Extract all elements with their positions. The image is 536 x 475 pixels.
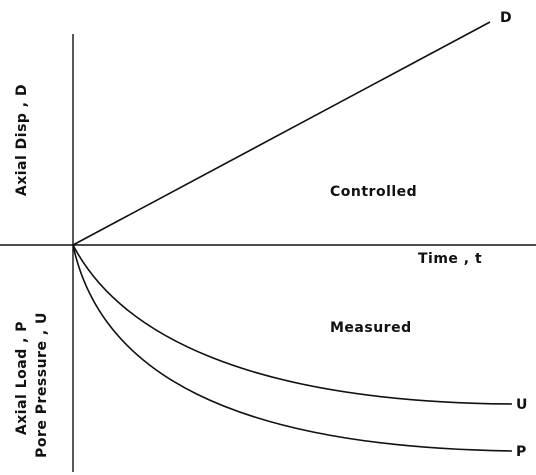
x-axis-label: Time , t xyxy=(418,251,482,267)
curve-label: P xyxy=(516,444,527,460)
y-axis-label: Pore Pressure , U xyxy=(34,312,50,458)
y-axis-label: Axial Load , P xyxy=(14,321,30,435)
region-label: Controlled xyxy=(330,184,417,200)
y-axis-label: Axial Disp , D xyxy=(14,84,30,196)
region-label: Measured xyxy=(330,320,412,336)
curve-label: D xyxy=(500,10,512,26)
load-curve xyxy=(72,244,513,452)
displacement-line xyxy=(72,21,491,246)
curve-label: U xyxy=(516,397,528,413)
pore-pressure-curve xyxy=(72,244,513,405)
